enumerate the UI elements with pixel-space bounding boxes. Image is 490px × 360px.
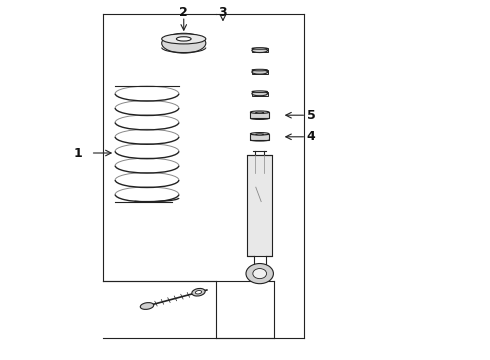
Text: 4: 4	[307, 130, 316, 143]
Bar	[247, 155, 272, 256]
Bar	[250, 112, 269, 118]
Ellipse shape	[252, 70, 268, 74]
Text: 1: 1	[74, 147, 83, 159]
Ellipse shape	[250, 132, 269, 135]
Ellipse shape	[162, 33, 206, 53]
Ellipse shape	[252, 48, 268, 53]
Ellipse shape	[192, 288, 205, 296]
Ellipse shape	[196, 291, 201, 294]
Bar	[252, 49, 268, 52]
Bar	[250, 134, 269, 140]
Ellipse shape	[162, 34, 206, 44]
Ellipse shape	[255, 112, 264, 113]
Bar	[252, 70, 268, 74]
Ellipse shape	[140, 303, 154, 309]
Ellipse shape	[176, 37, 191, 41]
Ellipse shape	[252, 91, 268, 93]
Circle shape	[246, 264, 273, 284]
Text: 3: 3	[219, 6, 227, 19]
Text: 5: 5	[307, 109, 316, 122]
Circle shape	[253, 269, 267, 279]
Ellipse shape	[250, 111, 269, 113]
Ellipse shape	[252, 69, 268, 71]
Ellipse shape	[252, 48, 268, 49]
Bar	[252, 92, 268, 95]
Ellipse shape	[255, 134, 264, 135]
Text: 2: 2	[179, 6, 188, 19]
Ellipse shape	[252, 91, 268, 96]
